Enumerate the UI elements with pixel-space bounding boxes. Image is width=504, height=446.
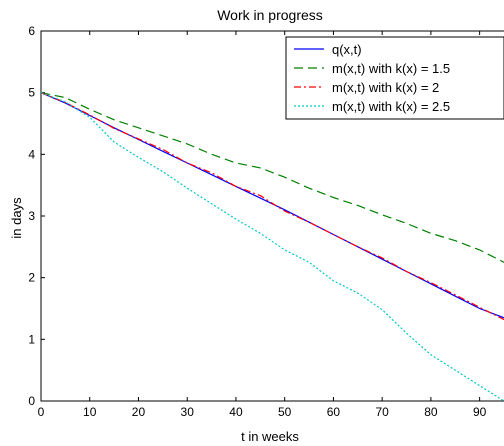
legend-label-2: m(x,t) with k(x) = 1.5: [332, 61, 450, 76]
y-tick-label: 5: [28, 86, 35, 100]
legend-label-4: m(x,t) with k(x) = 2.5: [332, 99, 450, 114]
x-tick-label: 80: [424, 405, 438, 419]
legend-label-3: m(x,t) with k(x) = 2: [332, 80, 439, 95]
y-tick-label: 3: [28, 209, 35, 223]
y-tick-label: 6: [28, 24, 35, 38]
x-tick-label: 90: [473, 405, 487, 419]
legend-box: [285, 36, 504, 120]
plot-area: 0 10 20 30 40 50 60 70 80 90 0 1 2 3 4 5 6 q(x,t) m(x,t) w…: [28, 24, 504, 419]
x-tick-label: 30: [181, 405, 195, 419]
x-tick-label: 0: [38, 405, 45, 419]
x-tick-label: 40: [229, 405, 243, 419]
y-axis-label: in days: [9, 197, 24, 239]
x-tick-label: 20: [132, 405, 146, 419]
x-tick-label: 10: [83, 405, 97, 419]
series-line-2: [41, 92, 504, 263]
y-tick-label: 0: [28, 394, 35, 408]
chart-title: Work in progress: [217, 7, 323, 23]
y-tick-label: 1: [28, 332, 35, 346]
series-line-3: [41, 92, 504, 321]
x-axis-label: t in weeks: [241, 429, 299, 444]
y-tick-label: 2: [28, 271, 35, 285]
x-tick-label: 50: [278, 405, 292, 419]
y-tick-label: 4: [28, 147, 35, 161]
x-tick-label: 60: [327, 405, 341, 419]
x-tick-label: 70: [375, 405, 389, 419]
legend-label-1: q(x,t): [332, 42, 362, 57]
series-line-4: [41, 92, 504, 401]
